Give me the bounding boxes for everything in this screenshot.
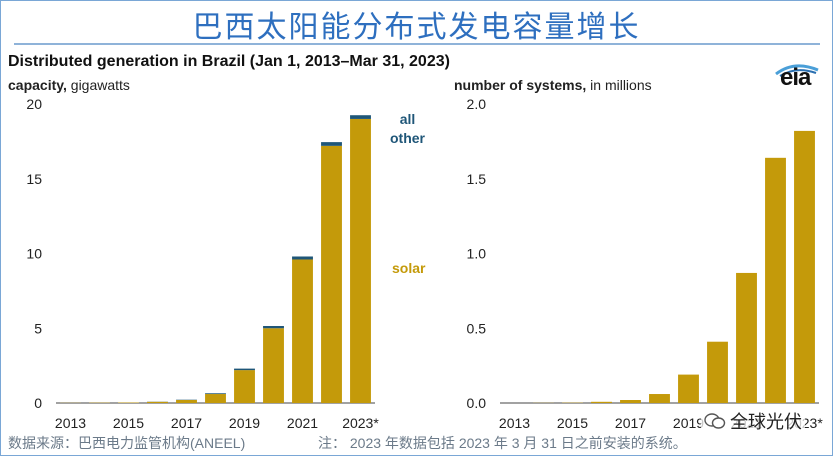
left-y-axis-label-unit: gigawatts: [66, 77, 130, 93]
capacity-solar-bar: [234, 370, 255, 403]
capacity-solar-bar: [292, 259, 313, 403]
systems-x-tick-label: 2015: [557, 415, 588, 431]
systems-y-tick-label: 0.5: [467, 320, 487, 336]
legend-all-other-line2: other: [390, 130, 425, 146]
wechat-watermark: 全球光伏: [701, 408, 805, 434]
capacity-solar-bar: [350, 118, 371, 403]
systems-systems-bar: [678, 374, 699, 403]
systems-systems-bar: [765, 157, 786, 403]
capacity-other-bar: [234, 368, 255, 371]
capacity-other-bar: [205, 393, 226, 395]
capacity-y-tick-label: 15: [26, 171, 42, 187]
right-y-axis-label-bold: number of systems,: [454, 77, 587, 93]
capacity-x-tick-label: 2019: [229, 415, 260, 431]
capacity-y-tick-label: 0: [34, 395, 42, 411]
capacity-x-tick-label: 2023*: [342, 415, 379, 431]
capacity-other-bar: [321, 142, 342, 146]
legend-all-other: all other: [390, 110, 425, 148]
systems-systems-bar: [591, 401, 612, 403]
eia-logo: eia: [780, 64, 811, 91]
capacity-x-tick-label: 2017: [171, 415, 202, 431]
capacity-x-tick-label: 2021: [287, 415, 318, 431]
capacity-y-tick-label: 10: [26, 246, 42, 262]
capacity-solar-bar: [321, 145, 342, 404]
title-divider: [14, 43, 820, 45]
systems-y-tick-label: 1.5: [467, 171, 487, 187]
systems-x-tick-label: 2019: [673, 415, 704, 431]
systems-y-tick-label: 2.0: [467, 96, 487, 112]
right-y-axis-label-unit: in millions: [586, 77, 652, 93]
legend-all-other-line1: all: [399, 111, 416, 127]
capacity-other-bar: [350, 115, 371, 119]
eia-logo-swoosh-icon: [775, 64, 819, 77]
wechat-icon: [704, 413, 726, 429]
systems-systems-bar: [649, 394, 670, 403]
systems-y-tick-label: 0.0: [467, 395, 487, 411]
systems-systems-bar: [794, 130, 815, 403]
left-y-axis-label: capacity, gigawatts: [8, 77, 130, 93]
systems-y-tick-label: 1.0: [467, 246, 487, 262]
capacity-solar-bar: [205, 394, 226, 403]
systems-systems-bar: [707, 341, 728, 403]
watermark-text: 全球光伏: [730, 412, 802, 432]
left-y-axis-label-bold: capacity,: [8, 77, 67, 93]
capacity-solar-bar: [176, 400, 197, 403]
source-note: 数据来源：巴西电力监管机构(ANEEL): [8, 435, 246, 451]
systems-systems-bar: [620, 400, 641, 403]
capacity-x-tick-label: 2013: [55, 415, 86, 431]
capacity-other-bar: [292, 256, 313, 260]
systems-systems-bar: [736, 272, 757, 403]
capacity-solar-bar: [147, 401, 168, 403]
capacity-other-bar: [263, 326, 284, 329]
capacity-y-tick-label: 5: [34, 320, 42, 336]
capacity-y-tick-label: 20: [26, 96, 42, 112]
page-title: 巴西太阳能分布式发电容量增长: [192, 10, 641, 45]
systems-x-tick-label: 2017: [615, 415, 646, 431]
right-y-axis-label: number of systems, in millions: [454, 77, 652, 93]
chart-title: Distributed generation in Brazil (Jan 1,…: [8, 53, 450, 70]
systems-x-tick-label: 2013: [499, 415, 530, 431]
capacity-x-tick-label: 2015: [113, 415, 144, 431]
footnote: 注： 2023 年数据包括 2023 年 3 月 31 日之前安装的系统。: [318, 435, 687, 451]
legend-solar: solar: [392, 260, 426, 276]
capacity-solar-bar: [263, 328, 284, 403]
